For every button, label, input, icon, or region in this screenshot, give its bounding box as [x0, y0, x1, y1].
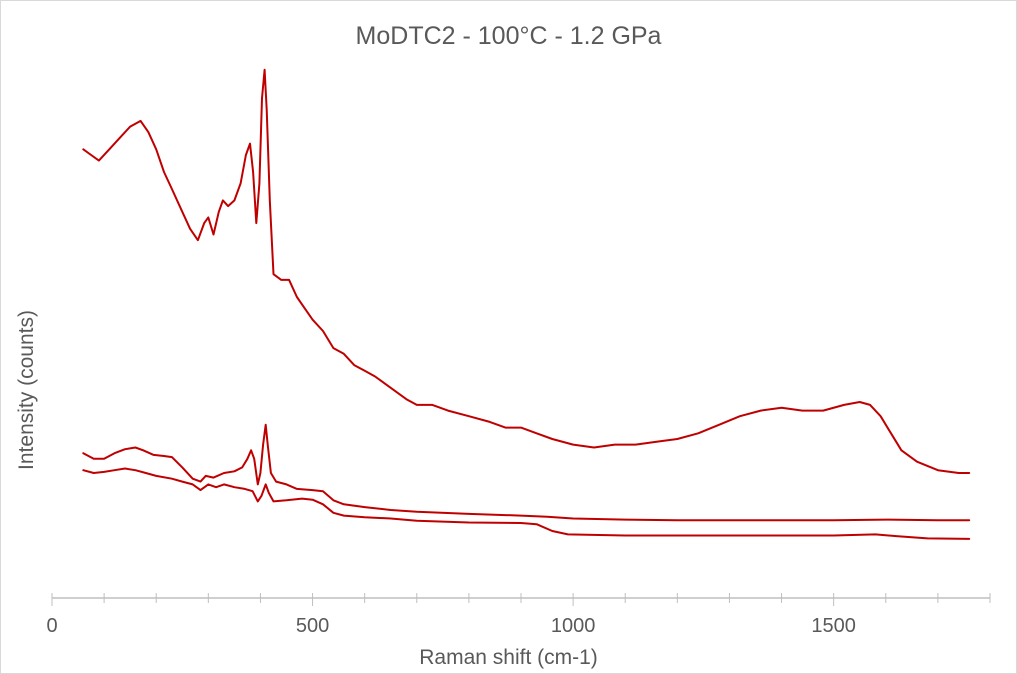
- x-tick-label: 1000: [551, 615, 596, 637]
- series-line-2: [82, 423, 971, 522]
- series-line-1: [82, 68, 971, 474]
- series-line-3: [82, 467, 971, 540]
- x-tick-label: 500: [296, 615, 329, 637]
- x-axis-title: Raman shift (cm-1): [419, 646, 598, 669]
- x-tick-label: 1500: [811, 615, 856, 637]
- chart-title: MoDTC2 - 100°C - 1.2 GPa: [355, 22, 662, 50]
- x-tick-label: 0: [46, 615, 57, 637]
